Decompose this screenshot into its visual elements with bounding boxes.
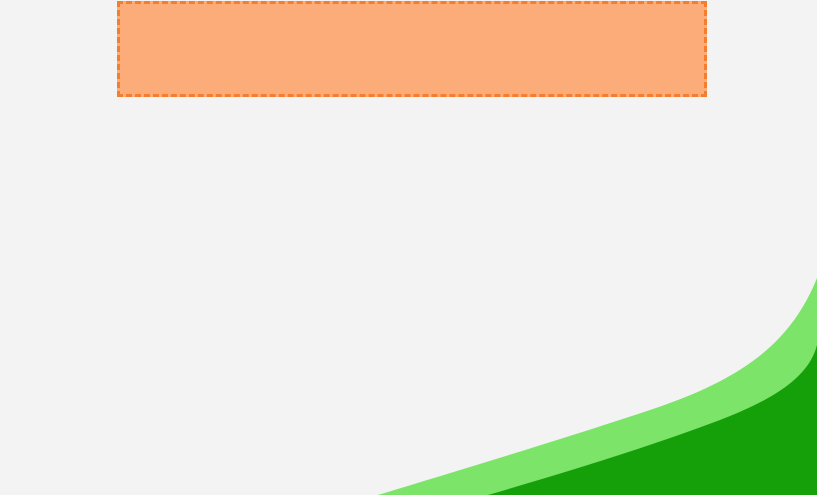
dark-green-hill (488, 345, 817, 495)
target-drop-zone[interactable] (117, 1, 707, 97)
